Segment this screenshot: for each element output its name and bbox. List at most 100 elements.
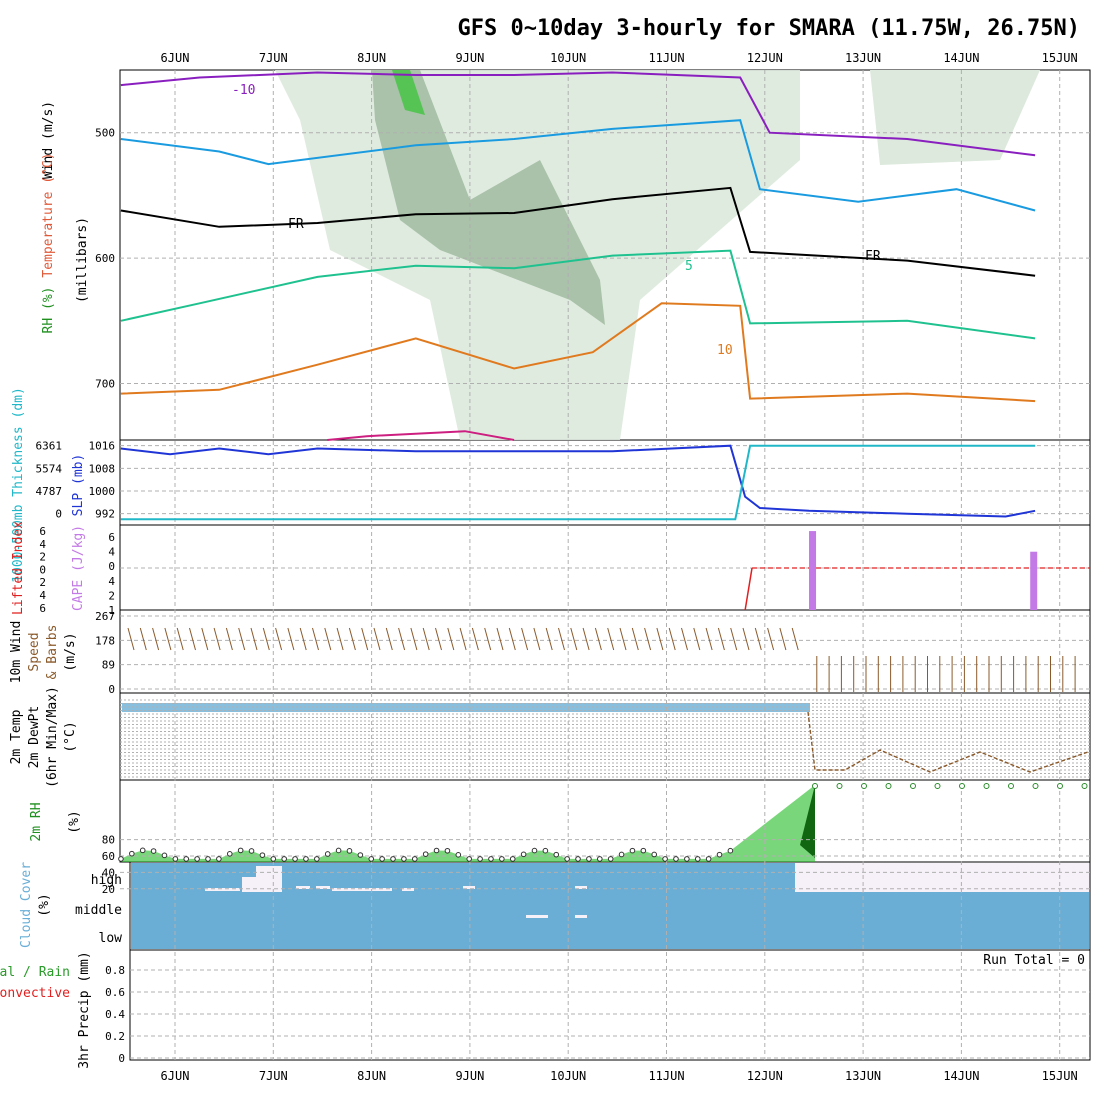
- rh2m-point: [910, 783, 916, 789]
- cloud-gap: [316, 886, 330, 889]
- rh2m-point: [292, 856, 298, 862]
- cloud-ylabel: Cloud Cover: [19, 862, 34, 948]
- rh2m-point: [150, 848, 157, 854]
- day-label-bottom: 6JUN: [161, 1069, 190, 1083]
- wind-barb: [250, 627, 258, 651]
- day-label-bottom: 9JUN: [455, 1069, 484, 1083]
- rh2m-point: [542, 847, 549, 854]
- rh2m-point: [194, 856, 200, 862]
- wind-barb: [730, 627, 738, 651]
- wind-ylabel-units: (m/s): [63, 632, 78, 671]
- slp-tick-label: 1016: [89, 440, 116, 453]
- precip-ylabel-a: Total / Rain: [0, 965, 70, 980]
- wind-barb: [361, 627, 369, 651]
- wind-barb: [779, 627, 787, 651]
- upper-ylabel-temp: Temperature (°C): [41, 152, 56, 277]
- li-tick-label: 4: [39, 538, 46, 551]
- temp2m-ylabel-b: 2m DewPt: [27, 706, 42, 769]
- rh2m-ylabel: 2m RH: [29, 802, 44, 841]
- rh2m-point: [509, 856, 516, 862]
- wind-ylabel-a: 10m Wind: [9, 621, 24, 684]
- wind-barb: [287, 627, 295, 651]
- rh2m-point: [357, 852, 364, 858]
- rh2m-point: [836, 783, 843, 789]
- day-label-top: 15JUN: [1042, 51, 1078, 65]
- wind-tick-label: 89: [102, 659, 115, 672]
- rh-shade-mid: [372, 70, 605, 325]
- wind-barb: [275, 627, 283, 651]
- precip-panel-frame: [129, 949, 1091, 1061]
- day-label-top: 10JUN: [550, 51, 586, 65]
- wind-barb: [693, 627, 701, 651]
- cloud-gap: [402, 888, 414, 891]
- precip-tick-label: 0.2: [105, 1030, 125, 1043]
- wind-barb: [139, 627, 147, 651]
- cloud-level-low: low: [99, 931, 123, 946]
- rh2m-point: [705, 856, 712, 862]
- rh2m-point: [346, 848, 353, 854]
- rh2m-point: [281, 856, 287, 862]
- thickness-line: [120, 444, 1036, 521]
- rh2m-point: [270, 856, 277, 862]
- rh2m-ylabel-units: (%): [67, 810, 82, 833]
- slp-ylabel-thickness: 1000-500mb Thickness (dm): [11, 387, 26, 583]
- day-label-top: 6JUN: [161, 51, 190, 65]
- wind-barb: [619, 627, 627, 651]
- rh2m-point: [248, 848, 255, 854]
- day-label-bottom: 10JUN: [550, 1069, 586, 1083]
- wind-barb: [496, 627, 504, 651]
- wind-barb: [336, 627, 344, 651]
- li-tick-label: 6: [39, 602, 46, 615]
- rh2m-point: [444, 847, 451, 854]
- slp-tick-label: 1000: [89, 485, 116, 498]
- rh2m-point: [716, 851, 723, 858]
- rh2m-point: [118, 856, 124, 862]
- rh2m-point: [499, 856, 505, 862]
- cape-tick-label: 0: [108, 560, 115, 573]
- wind-barb: [754, 627, 762, 651]
- upper-ylabel-units: (millibars): [75, 217, 90, 303]
- pressure-tick-label: 700: [95, 378, 115, 391]
- rh2m-point: [401, 856, 407, 862]
- upper-ylabel-wind: Wind (m/s): [41, 101, 56, 179]
- wind-barb: [594, 627, 602, 651]
- day-label-bottom: 14JUN: [943, 1069, 979, 1083]
- rh2m-point: [959, 783, 965, 789]
- wind-barb: [189, 627, 196, 651]
- rh-shade-light-right: [870, 70, 1040, 165]
- rh2m-tick-label: 80: [102, 834, 115, 847]
- wind-barb: [312, 627, 319, 651]
- cape-tick-label: 6: [108, 531, 115, 544]
- day-label-bottom: 13JUN: [845, 1069, 881, 1083]
- wind-barb: [607, 627, 615, 651]
- wind-barb: [508, 627, 516, 651]
- rh2m-point: [983, 783, 990, 789]
- rh2m-point: [531, 847, 538, 854]
- wind-barb: [398, 627, 406, 651]
- wind-tick-label: 178: [95, 634, 115, 647]
- rh2m-point: [618, 851, 625, 858]
- wind-barb: [471, 627, 479, 651]
- rh2m-point: [379, 856, 385, 862]
- wind-barb: [668, 627, 676, 651]
- day-label-top: 13JUN: [845, 51, 881, 65]
- rh2m-point: [553, 851, 560, 858]
- rh2m-point: [477, 856, 483, 862]
- wind-barb: [152, 627, 160, 651]
- pressure-tick-label: 500: [95, 127, 115, 140]
- wind-barb: [385, 627, 393, 651]
- wind-barb: [484, 627, 492, 651]
- rh2m-point: [433, 847, 440, 854]
- chart-title: GFS 0~10day 3-hourly for SMARA (11.75W, …: [457, 16, 1080, 41]
- wind-barb: [521, 627, 529, 651]
- day-label-top: 7JUN: [259, 51, 288, 65]
- rh2m-point: [673, 856, 679, 862]
- wind-barb: [742, 627, 750, 651]
- rh2m-point: [303, 856, 309, 862]
- wind-barb: [373, 627, 381, 651]
- wind-tick-label: 0: [108, 683, 115, 696]
- rh2m-spike: [800, 785, 815, 858]
- rh2m-point: [314, 856, 320, 862]
- thickness-tick-label: 4787: [36, 485, 63, 498]
